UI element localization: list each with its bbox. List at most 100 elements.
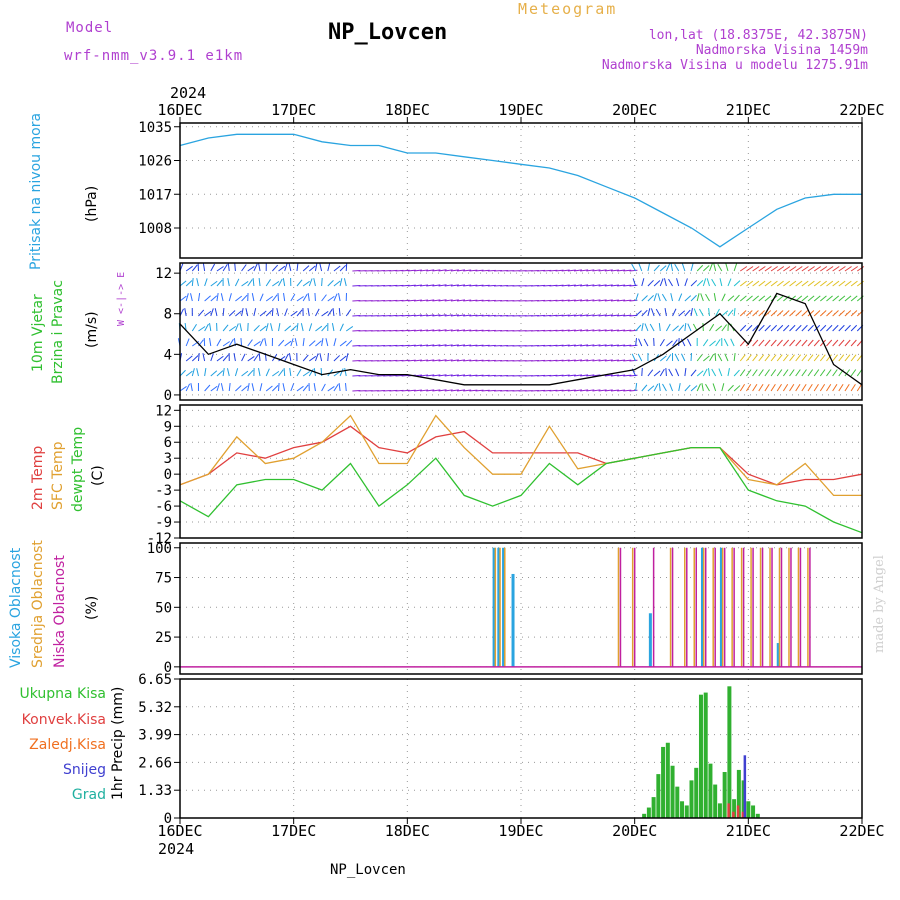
wind-barb (253, 263, 258, 272)
wind-barb (567, 269, 576, 272)
wind-barb (617, 299, 626, 302)
wind-barb (644, 323, 649, 332)
wind-barb (617, 284, 626, 287)
wind-barb (220, 293, 224, 302)
wind-barb (592, 374, 601, 377)
wind-barb (228, 338, 234, 347)
wind-barb (776, 354, 783, 362)
wind-barb (776, 383, 782, 392)
wind-barb (617, 314, 626, 317)
wind-barb (826, 369, 832, 377)
wind-barb (288, 353, 292, 362)
wind-barb (678, 293, 683, 302)
wind-barb (289, 368, 292, 377)
wind-barb (276, 308, 279, 317)
precip-bar (684, 805, 689, 818)
wind-barb (664, 308, 667, 317)
wind-barb (752, 310, 759, 317)
wind-barb (789, 324, 796, 332)
wind-barb (277, 292, 280, 302)
wind-barb (819, 369, 826, 377)
wind-barb (463, 344, 472, 347)
wind-barb (739, 280, 747, 287)
wind-barb (251, 383, 255, 392)
wind-barb (643, 338, 649, 347)
wind-barb (696, 370, 704, 377)
wind-barb (580, 359, 589, 362)
wind-barb (463, 329, 472, 332)
cloud-bar (492, 547, 496, 667)
wind-barb (185, 383, 191, 392)
wind-barb (278, 265, 286, 272)
wind-barb (259, 383, 263, 392)
wind-barb (649, 323, 655, 332)
cloud-tick-label: 50 (155, 600, 172, 616)
wind-barb (296, 296, 304, 302)
wind-barb (819, 383, 826, 392)
wind-barb (702, 265, 710, 272)
temp-tick-label: -12 (147, 531, 172, 547)
wind-barb (807, 324, 814, 332)
wind-barb (432, 284, 441, 287)
wind-barb (204, 310, 212, 317)
cloud-bar (740, 547, 743, 667)
precip-bar (656, 774, 661, 818)
x-tick-label-bottom: 22DEC (839, 822, 884, 840)
x-tick-label-bottom: 18DEC (385, 822, 430, 840)
wind-barb (580, 374, 589, 377)
precip-tick-label: 6.65 (138, 672, 172, 688)
wind-barb (469, 344, 478, 347)
wind-barb (586, 344, 595, 347)
wind-barb (438, 284, 447, 287)
wind-barb (629, 359, 638, 362)
wind-barb (241, 264, 247, 272)
wind-barb (801, 310, 809, 317)
wind-barb (296, 368, 302, 377)
wind-barb (567, 314, 576, 317)
wind-barb (216, 279, 223, 287)
wind-barb (617, 344, 626, 347)
wind-barb (733, 385, 741, 392)
cloud-bar (652, 547, 655, 667)
wind-barb (850, 295, 858, 302)
wind-barb (185, 280, 193, 287)
wind-barb (782, 354, 789, 362)
wind-barb (339, 278, 343, 287)
wind-barb (197, 352, 200, 362)
wind-barb (555, 329, 564, 332)
precip-bar (732, 799, 737, 818)
wind-barb (739, 383, 746, 392)
wind-barb (270, 323, 273, 332)
wind-barb (663, 278, 667, 287)
cloud-bar (714, 547, 716, 667)
wind-barb (420, 314, 429, 317)
wind-barb (770, 266, 778, 272)
wind-barb (567, 374, 576, 377)
wind-barb (739, 354, 746, 362)
wind-barb (676, 278, 680, 287)
wind-barb (665, 367, 667, 377)
wind-barb (850, 369, 857, 377)
precip-tick-label: 2.66 (138, 755, 172, 771)
wind-barb (294, 338, 298, 347)
wind-barb (653, 383, 659, 392)
wind-barb (604, 329, 613, 332)
wind-barb (813, 383, 819, 392)
pressure-tick-label: 1017 (138, 187, 172, 203)
wind-barb (696, 280, 704, 287)
wind-barb (659, 278, 664, 287)
wind-barb (783, 266, 791, 272)
wind-barb (826, 354, 832, 362)
wind-barb (401, 299, 410, 302)
wind-barb (407, 359, 416, 362)
wind-barb (832, 310, 839, 317)
wind-barb (617, 359, 626, 362)
wind-barb (184, 308, 187, 317)
wind-barb (296, 322, 299, 332)
wind-barb (807, 295, 815, 302)
wind-barb (561, 299, 570, 302)
cloud-tick-label: 0 (164, 660, 172, 676)
wind-barb (265, 368, 270, 377)
cloud-bar (807, 547, 809, 667)
pressure-tick-label: 1008 (138, 221, 172, 237)
